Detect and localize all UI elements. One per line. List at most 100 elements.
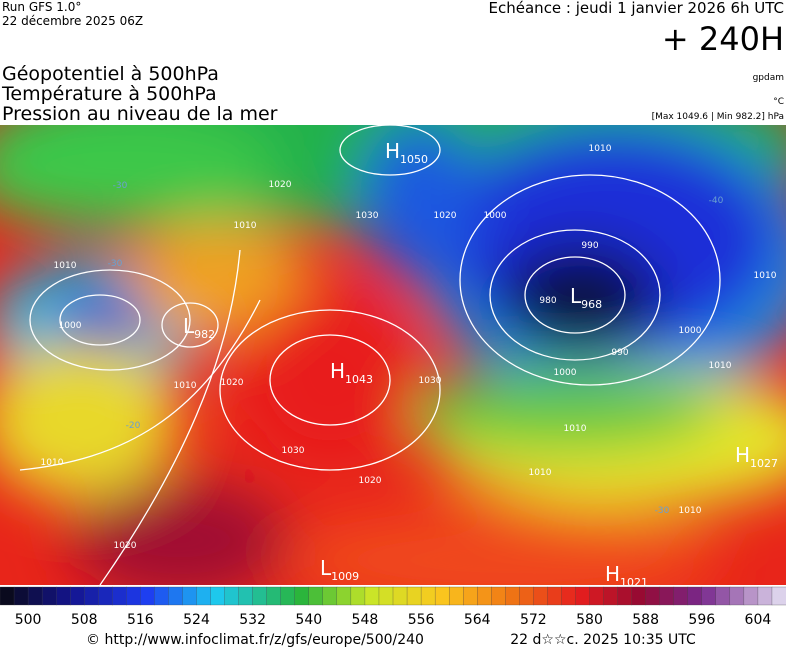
footer-url: © http://www.infoclimat.fr/z/gfs/europe/… (86, 632, 424, 648)
colorbar-tick-label: 572 (520, 612, 547, 628)
colorbar-cell (154, 586, 169, 606)
colorbar-cell (434, 586, 450, 606)
isobar-label: 1010 (41, 458, 64, 468)
lead-time: + 240H (662, 20, 784, 58)
colorbar-cell (322, 586, 338, 606)
center-letter: L (183, 314, 195, 338)
isobar-label: 1030 (356, 211, 379, 221)
center-value: 1021 (620, 576, 648, 589)
colorbar-cell (210, 586, 226, 606)
colorbar-cell (743, 586, 759, 606)
colorbar-cell (266, 586, 282, 606)
colorbar-tick-label: 500 (15, 612, 42, 628)
temperature-label: -30 (108, 259, 123, 269)
isobar-label: 1010 (564, 424, 587, 434)
colorbar-cell (378, 586, 394, 606)
colorbar-cell (659, 586, 675, 606)
isobar-label: 980 (539, 296, 556, 306)
colorbar-tick-label: 532 (239, 612, 266, 628)
colorbar-cell (701, 586, 717, 606)
colorbar-cell (547, 586, 562, 606)
colorbar-cell (631, 586, 647, 606)
isobar-label: 1010 (54, 261, 77, 271)
colorbar-tick-label: 588 (632, 612, 659, 628)
colorbar-cell (715, 586, 731, 606)
isobar-label: 990 (611, 348, 628, 358)
temperature-label: -30 (113, 181, 128, 191)
colorbar-cell (0, 586, 15, 606)
center-value: 982 (194, 328, 215, 341)
colorbar-cell (350, 586, 366, 606)
colorbar-cell (308, 586, 324, 606)
pressure-center: H1050 (385, 139, 428, 166)
colorbar-cell (336, 586, 352, 606)
colorbar-tick-label: 564 (464, 612, 491, 628)
colorbar-tick-label: 540 (295, 612, 322, 628)
isobar-label: 1020 (269, 180, 292, 190)
center-value: 1050 (400, 153, 428, 166)
colorbar-cell (448, 586, 464, 606)
isobar-label: 990 (581, 241, 598, 251)
colorbar-cell (112, 586, 127, 606)
colorbar-cell (533, 586, 548, 606)
colorbar-cell (617, 586, 633, 606)
center-value: 968 (581, 298, 602, 311)
colorbar-cell (98, 586, 113, 606)
colorbar-cell (294, 586, 310, 606)
pressure-center: H1021 (605, 562, 648, 589)
colorbar-cell (55, 586, 71, 606)
colorbar-cell (27, 586, 43, 606)
isobar-label: 1020 (359, 476, 382, 486)
colorbar-cell (70, 586, 85, 606)
colorbar-cell (252, 586, 268, 606)
isobar-label: 1010 (234, 221, 257, 231)
colorbar-tick-label: 580 (576, 612, 603, 628)
temperature-label: -20 (126, 421, 141, 431)
colorbar-tick-label: 548 (352, 612, 379, 628)
isobar-label: 1030 (419, 376, 442, 386)
center-value: 1043 (345, 373, 373, 386)
footer-date: 22 d☆☆c. 2025 10:35 UTC (510, 632, 696, 648)
pressure-center: H1043 (330, 359, 373, 386)
pressure-center: L968 (570, 284, 602, 311)
colorbar-cell (84, 586, 99, 606)
colorbar-cell (687, 586, 703, 606)
temperature-label: -30 (655, 506, 670, 516)
colorbar-cell (140, 586, 155, 606)
isobar-label: 1020 (114, 541, 137, 551)
colorbar-cell (420, 586, 436, 606)
colorbar-cell (603, 586, 619, 606)
colorbar-cell (406, 586, 422, 606)
unit-label: [Max 1049.6 | Min 982.2] hPa (652, 112, 784, 122)
colorbar-cell (477, 586, 492, 606)
colorbar-tick-label: 556 (408, 612, 435, 628)
colorbar-cell (224, 586, 240, 606)
colorbar-cell (757, 586, 773, 606)
isobar-label: 1020 (221, 378, 244, 388)
map-field (0, 125, 786, 585)
center-value: 1027 (750, 457, 778, 470)
colorbar-cell (41, 586, 57, 606)
pressure-center: H1027 (735, 443, 778, 470)
isobar-label: 1010 (174, 381, 197, 391)
pressure-center: L982 (183, 314, 215, 341)
center-value: 1009 (331, 570, 359, 583)
center-letter: H (330, 359, 345, 383)
echeance: Echéance : jeudi 1 janvier 2026 6h UTC (489, 0, 784, 17)
colorbar-cell (238, 586, 254, 606)
colorbar-cell (729, 586, 745, 606)
colorbar-cell (364, 586, 380, 606)
colorbar-cell (196, 586, 211, 606)
isobar-label: 1000 (59, 321, 82, 331)
colorbar-cell (575, 586, 590, 606)
colorbar-cell (673, 586, 689, 606)
colorbar-tick-label: 516 (127, 612, 154, 628)
colorbar-cell (645, 586, 661, 606)
center-letter: H (735, 443, 750, 467)
isobar-label: 1030 (282, 446, 305, 456)
colorbar-cell (561, 586, 576, 606)
colorbar-cell (771, 586, 786, 606)
colorbar-tick-label: 596 (688, 612, 715, 628)
map-title: Géopotentiel à 500hPa (2, 63, 219, 85)
